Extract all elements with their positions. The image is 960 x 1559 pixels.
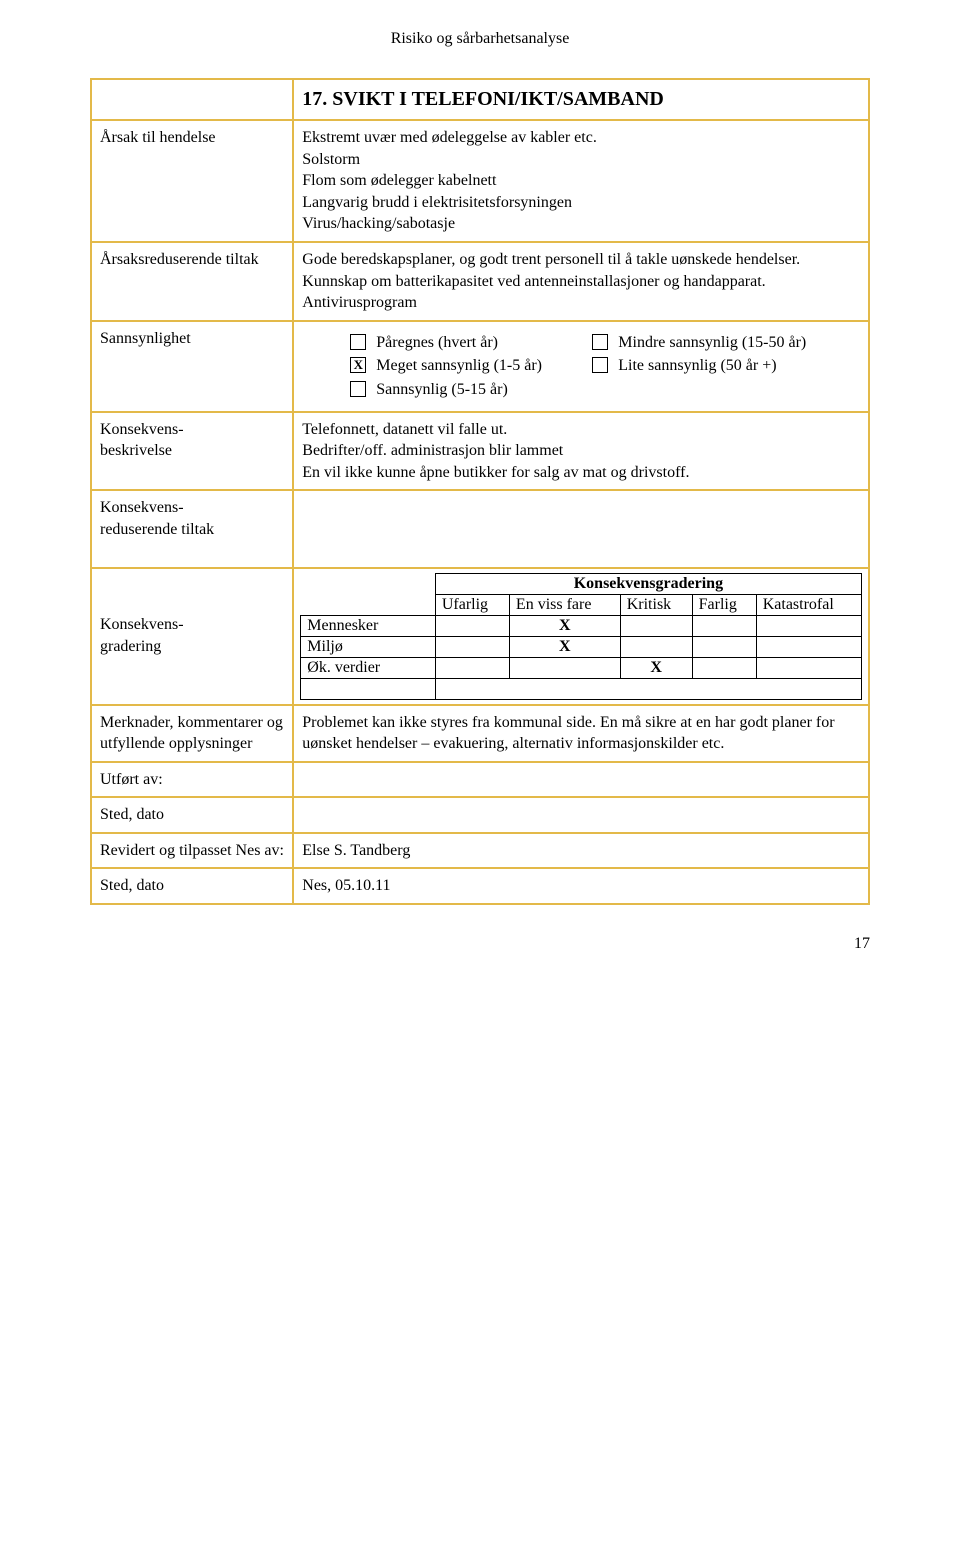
section-title: 17. SVIKT I TELEFONI/IKT/SAMBAND: [302, 86, 860, 113]
page-header: Risiko og sårbarhetsanalyse: [90, 30, 870, 48]
grading-table: KonsekvensgraderingUfarligEn viss fareKr…: [300, 573, 862, 700]
arsak-text: Ekstremt uvær med ødeleggelse av kabler …: [293, 120, 869, 242]
grading-header: Ufarlig: [435, 594, 509, 615]
grading-row-label: Mennesker: [301, 615, 436, 636]
grading-cell: [756, 657, 861, 678]
grading-header: Farlig: [692, 594, 756, 615]
grading-row-label: Øk. verdier: [301, 657, 436, 678]
checkbox: [592, 357, 608, 373]
probability-row: Sannsynlig (5-15 år): [350, 379, 860, 401]
merknader-text: Problemet kan ikke styres fra kommunal s…: [293, 705, 869, 762]
grading-cell: X: [620, 657, 692, 678]
revidert-label: Revidert og tilpasset Nes av:: [91, 833, 293, 869]
konsgrad-cell: KonsekvensgraderingUfarligEn viss fareKr…: [293, 568, 869, 705]
revidert-text: Else S. Tandberg: [293, 833, 869, 869]
grading-header: Kritisk: [620, 594, 692, 615]
checkbox: [592, 334, 608, 350]
title-cell: 17. SVIKT I TELEFONI/IKT/SAMBAND: [293, 79, 869, 120]
konsred-text: [293, 490, 869, 567]
checkbox: [350, 334, 366, 350]
grading-row-label: Miljø: [301, 636, 436, 657]
grading-title: Konsekvensgradering: [435, 573, 861, 594]
grading-header: En viss fare: [509, 594, 620, 615]
grading-cell: [435, 657, 509, 678]
grading-cell: [692, 657, 756, 678]
probability-row: Påregnes (hvert år) Mindre sannsynlig (15…: [350, 332, 860, 354]
sannsynlighet-label: Sannsynlighet: [91, 321, 293, 412]
probability-label: Påregnes (hvert år): [376, 332, 586, 354]
arsaksred-label: Årsaksreduserende tiltak: [91, 242, 293, 321]
grading-cell: [756, 636, 861, 657]
grading-header: Katastrofal: [756, 594, 861, 615]
probability-label: Lite sannsynlig (50 år +): [618, 355, 860, 377]
grading-cell: [692, 615, 756, 636]
grading-cell: X: [509, 615, 620, 636]
grading-cell: X: [509, 636, 620, 657]
grading-cell: [620, 615, 692, 636]
checkbox: X: [350, 357, 366, 373]
konsbeskr-text: Telefonnett, datanett vil falle ut. Bedr…: [293, 412, 869, 491]
konsbeskr-label: Konsekvens- beskrivelse: [91, 412, 293, 491]
title-left-cell: [91, 79, 293, 120]
arsaksred-text: Gode beredskapsplaner, og godt trent per…: [293, 242, 869, 321]
page-number: 17: [90, 935, 870, 953]
grading-cell: [435, 636, 509, 657]
utfort-text: [293, 762, 869, 798]
konsgrad-label: Konsekvens- gradering: [91, 568, 293, 705]
sted2-text: Nes, 05.10.11: [293, 868, 869, 904]
konsred-label: Konsekvens- reduserende tiltak: [91, 490, 293, 567]
probability-label: Mindre sannsynlig (15-50 år): [618, 332, 860, 354]
utfort-label: Utført av:: [91, 762, 293, 798]
probability-row: X Meget sannsynlig (1-5 år) Lite sannsynli…: [350, 355, 860, 377]
grading-cell: [692, 636, 756, 657]
grading-cell: [509, 657, 620, 678]
sted1-text: [293, 797, 869, 833]
grading-cell: [620, 636, 692, 657]
merknader-label: Merknader, kommentarer og utfyllende opp…: [91, 705, 293, 762]
main-table: 17. SVIKT I TELEFONI/IKT/SAMBAND Årsak t…: [90, 78, 870, 905]
probability-label: Meget sannsynlig (1-5 år): [376, 355, 586, 377]
checkbox: [350, 381, 366, 397]
grading-cell: [756, 615, 861, 636]
sted1-label: Sted, dato: [91, 797, 293, 833]
arsak-label: Årsak til hendelse: [91, 120, 293, 242]
sannsynlighet-cell: Påregnes (hvert år) Mindre sannsynlig (15…: [293, 321, 869, 412]
probability-label: Sannsynlig (5-15 år): [376, 379, 586, 401]
grading-cell: [435, 615, 509, 636]
sted2-label: Sted, dato: [91, 868, 293, 904]
